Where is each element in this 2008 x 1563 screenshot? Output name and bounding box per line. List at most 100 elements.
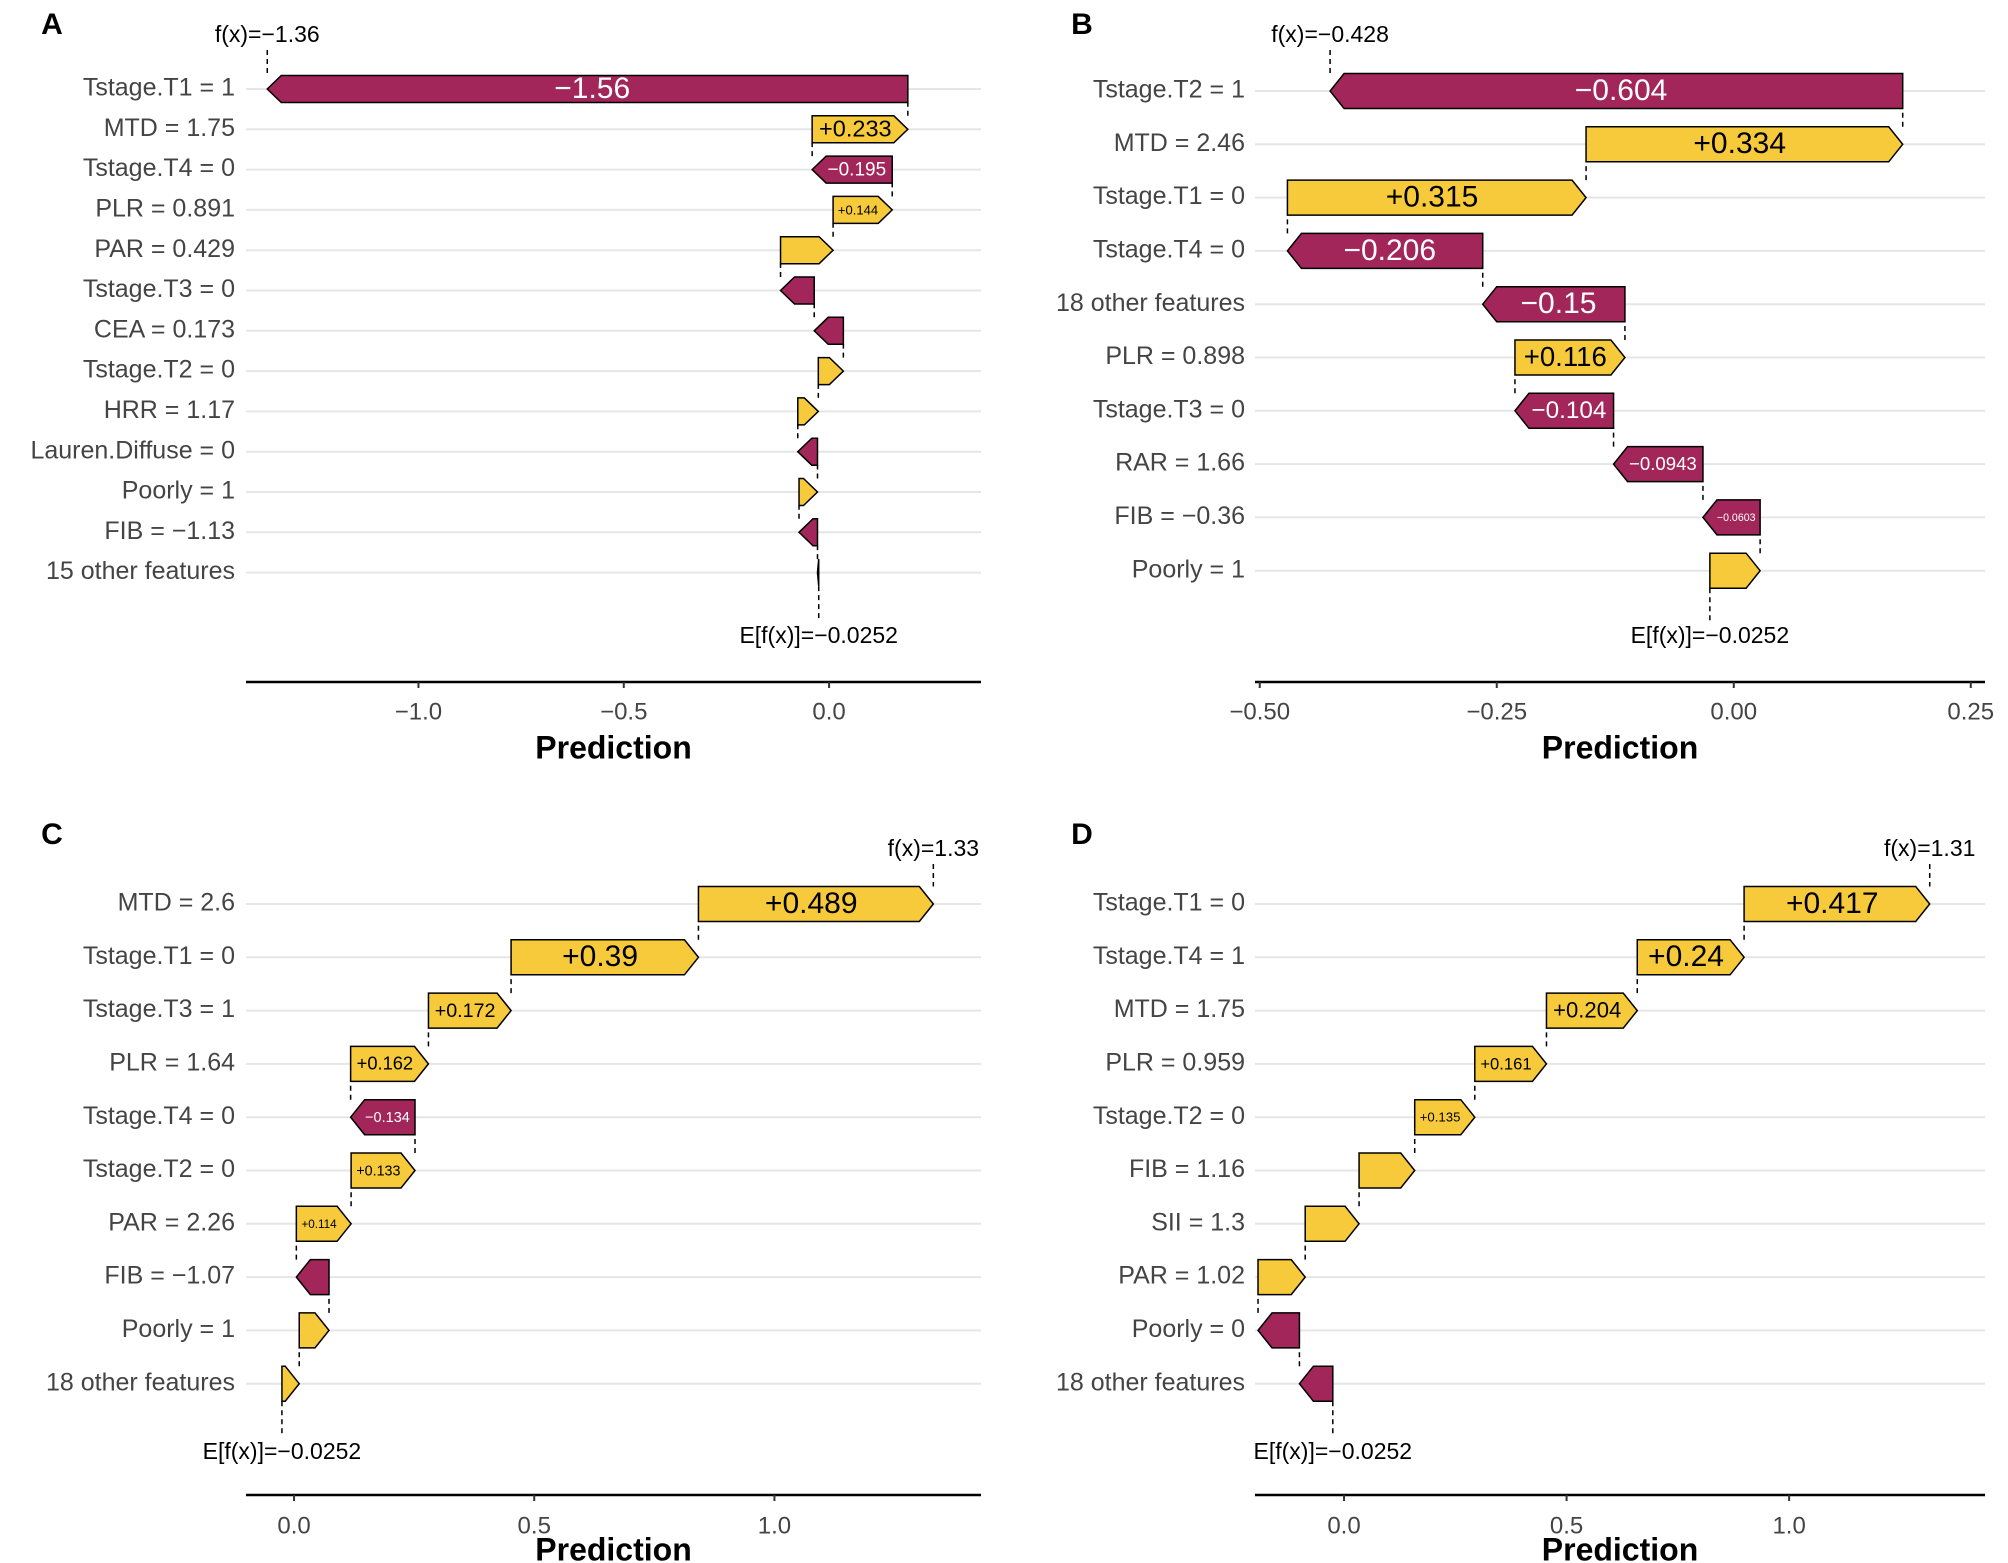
feature-label: FIB = −0.36 [1114, 502, 1245, 530]
feature-label: MTD = 2.46 [1114, 129, 1245, 157]
bar-value-label: +0.39 [562, 940, 638, 973]
bar-value-label: −0.15 [1521, 287, 1597, 320]
negative-bar [266, 74, 909, 104]
x-axis-title: Prediction [1542, 1531, 1698, 1563]
feature-label: Tstage.T3 = 1 [83, 995, 235, 1023]
feature-label: HRR = 1.17 [104, 396, 235, 424]
x-tick-label: 0.25 [1947, 698, 1994, 725]
feature-label: Poorly = 0 [1132, 1315, 1245, 1343]
x-tick-label: −1.0 [395, 698, 442, 725]
bar-value-label: +0.204 [1553, 997, 1621, 1022]
feature-label: FIB = −1.07 [104, 1262, 235, 1290]
feature-label: Tstage.T1 = 0 [1093, 182, 1245, 210]
bar-value-label: +0.334 [1693, 127, 1786, 160]
positive-bar [1358, 1152, 1416, 1189]
negative-bar [813, 316, 845, 346]
positive-bar [811, 115, 909, 144]
efx-annotation: E[f(x)]=−0.0252 [1631, 622, 1790, 648]
positive-bar [1413, 1098, 1476, 1136]
feature-label: Tstage.T3 = 0 [1093, 395, 1245, 423]
bar-value-label: +0.162 [357, 1053, 413, 1074]
feature-label: MTD = 2.6 [118, 889, 235, 917]
positive-bar [1257, 1258, 1307, 1296]
negative-bar [797, 518, 819, 547]
panel-letter: B [1071, 8, 1093, 41]
negative-bar [796, 437, 819, 466]
feature-label: PAR = 0.429 [94, 235, 235, 263]
feature-label: Lauren.Diffuse = 0 [30, 436, 235, 464]
negative-bar [1257, 1312, 1301, 1349]
positive-bar [832, 195, 894, 225]
bar-value-label: −0.0603 [1717, 512, 1756, 524]
bar-value-label: +0.144 [838, 202, 878, 217]
bar-value-label: +0.135 [1420, 1110, 1461, 1125]
x-axis-title: Prediction [535, 729, 691, 765]
feature-label: Tstage.T2 = 0 [83, 356, 235, 384]
bar-value-label: +0.133 [356, 1163, 400, 1179]
feature-label: MTD = 1.75 [104, 114, 235, 142]
positive-bar [350, 1152, 416, 1189]
feature-label: PAR = 2.26 [108, 1208, 235, 1236]
feature-label: RAR = 1.66 [1115, 449, 1245, 477]
positive-bar [1286, 179, 1588, 216]
positive-bar [295, 1205, 353, 1243]
negative-bar [1329, 72, 1904, 110]
feature-label: FIB = 1.16 [1129, 1155, 1245, 1183]
negative-bar [811, 155, 893, 184]
x-tick-label: −0.25 [1466, 698, 1527, 725]
bar-value-label: +0.417 [1786, 887, 1879, 920]
efx-annotation: E[f(x)]=−0.0252 [739, 622, 898, 648]
positive-bar [349, 1045, 430, 1083]
x-tick-label: 1.0 [758, 1512, 791, 1539]
feature-label: Tstage.T4 = 0 [83, 1102, 235, 1130]
panel-c: C MTD = 2.6 Tstage.T1 = 0 Tstage.T3 = 1 PLR … [41, 818, 981, 1563]
bar-value-label: −1.56 [554, 72, 630, 105]
negative-bar [1481, 285, 1626, 323]
negative-bar [1701, 499, 1761, 536]
feature-label: CEA = 0.173 [94, 315, 235, 343]
feature-label: PLR = 1.64 [109, 1049, 235, 1077]
positive-bar [1304, 1205, 1361, 1243]
negative-bar [1298, 1365, 1334, 1402]
positive-bar [427, 992, 513, 1029]
positive-bar [1709, 552, 1762, 589]
negative-bar [779, 276, 815, 305]
positive-bar [1585, 126, 1904, 163]
bar-value-label: −0.134 [365, 1110, 410, 1126]
feature-label: Tstage.T1 = 1 [83, 74, 235, 102]
fx-annotation: f(x)=−0.428 [1271, 21, 1389, 47]
bar-value-label: −0.604 [1575, 74, 1668, 107]
bar-value-label: +0.233 [819, 116, 892, 142]
fx-annotation: f(x)=1.31 [1884, 835, 1975, 861]
x-tick-label: 0.0 [277, 1512, 310, 1539]
bar-value-label: +0.315 [1386, 181, 1479, 214]
feature-label: SII = 1.3 [1151, 1208, 1245, 1236]
x-tick-label: −0.5 [600, 698, 647, 725]
panel-letter: C [41, 818, 63, 851]
x-axis-title: Prediction [1542, 729, 1698, 765]
positive-bar [1474, 1045, 1548, 1083]
bar-value-label: −0.195 [828, 160, 887, 181]
bar-value-label: +0.116 [1524, 341, 1607, 372]
efx-annotation: E[f(x)]=−0.0252 [203, 1438, 362, 1464]
feature-label: MTD = 1.75 [1114, 995, 1245, 1023]
x-tick-label: 0.0 [1327, 1512, 1360, 1539]
panel-a: A Tstage.T1 = 1 MTD = 1.75 Tstage.T4 = 0 PLR… [30, 8, 981, 765]
feature-label: Poorly = 1 [122, 1315, 235, 1343]
bar-value-label: −0.206 [1343, 234, 1436, 267]
positive-bar [1545, 992, 1639, 1029]
feature-label: Tstage.T4 = 1 [1093, 942, 1245, 970]
feature-label: PLR = 0.891 [95, 195, 235, 223]
fx-annotation: f(x)=1.33 [888, 835, 979, 861]
x-tick-label: −0.50 [1229, 698, 1290, 725]
positive-bar [779, 235, 835, 265]
bar-value-label: +0.172 [435, 1000, 496, 1022]
feature-label: Tstage.T2 = 1 [1093, 76, 1245, 104]
bar-value-label: −0.0943 [1629, 453, 1697, 474]
feature-label: 15 other features [46, 557, 235, 585]
feature-label: Tstage.T4 = 0 [1093, 236, 1245, 264]
feature-label: FIB = −1.13 [104, 517, 235, 545]
fx-annotation: f(x)=−1.36 [215, 21, 320, 47]
bar-value-label: +0.161 [1480, 1054, 1531, 1073]
